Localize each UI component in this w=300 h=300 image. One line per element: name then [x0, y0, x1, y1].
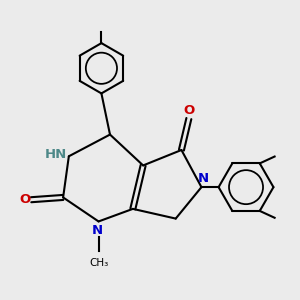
- Text: HN: HN: [45, 148, 68, 161]
- Text: N: N: [92, 224, 103, 237]
- Text: O: O: [183, 104, 194, 117]
- Text: N: N: [198, 172, 209, 184]
- Text: O: O: [20, 193, 31, 206]
- Text: CH₃: CH₃: [89, 258, 108, 268]
